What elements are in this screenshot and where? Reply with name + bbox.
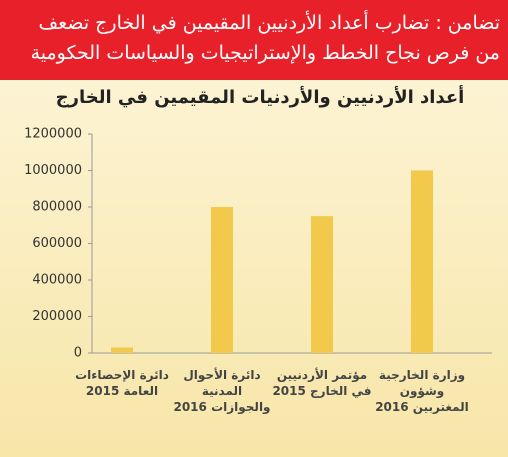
y-tick-label: 800000 bbox=[32, 200, 82, 215]
chart-title: أعداد الأردنيين والأردنيات المقيمين في ا… bbox=[56, 85, 465, 108]
y-tick-label: 600000 bbox=[32, 236, 82, 251]
y-tick-label: 1000000 bbox=[24, 163, 82, 178]
header-line: تضامن : تضارب أعداد الأردنيين المقيمين ف… bbox=[38, 12, 500, 34]
y-tick-label: 1200000 bbox=[24, 127, 82, 142]
x-tick-label: دائرة الإحصاءات العامة 2015 bbox=[75, 368, 169, 398]
x-tick-label: مؤتمر الأردنيين في الخارج 2015 bbox=[272, 368, 372, 398]
y-tick-label: 400000 bbox=[32, 273, 82, 288]
header-line: من فرص نجاح الخطط والإستراتيجيات والسياس… bbox=[30, 42, 500, 64]
y-tick-label: 0 bbox=[74, 346, 82, 361]
bar bbox=[111, 347, 133, 353]
bar bbox=[311, 216, 333, 353]
x-tick-label: دائرة الأحوال المدنية والجوازات 2016 bbox=[173, 368, 271, 414]
y-tick-label: 200000 bbox=[32, 309, 82, 324]
bar bbox=[411, 170, 433, 353]
header: تضامن : تضارب أعداد الأردنيين المقيمين ف… bbox=[0, 0, 508, 80]
x-tick-label: وزارة الخارجية وشؤون المغتربين 2016 bbox=[375, 368, 469, 414]
bar bbox=[211, 207, 233, 353]
